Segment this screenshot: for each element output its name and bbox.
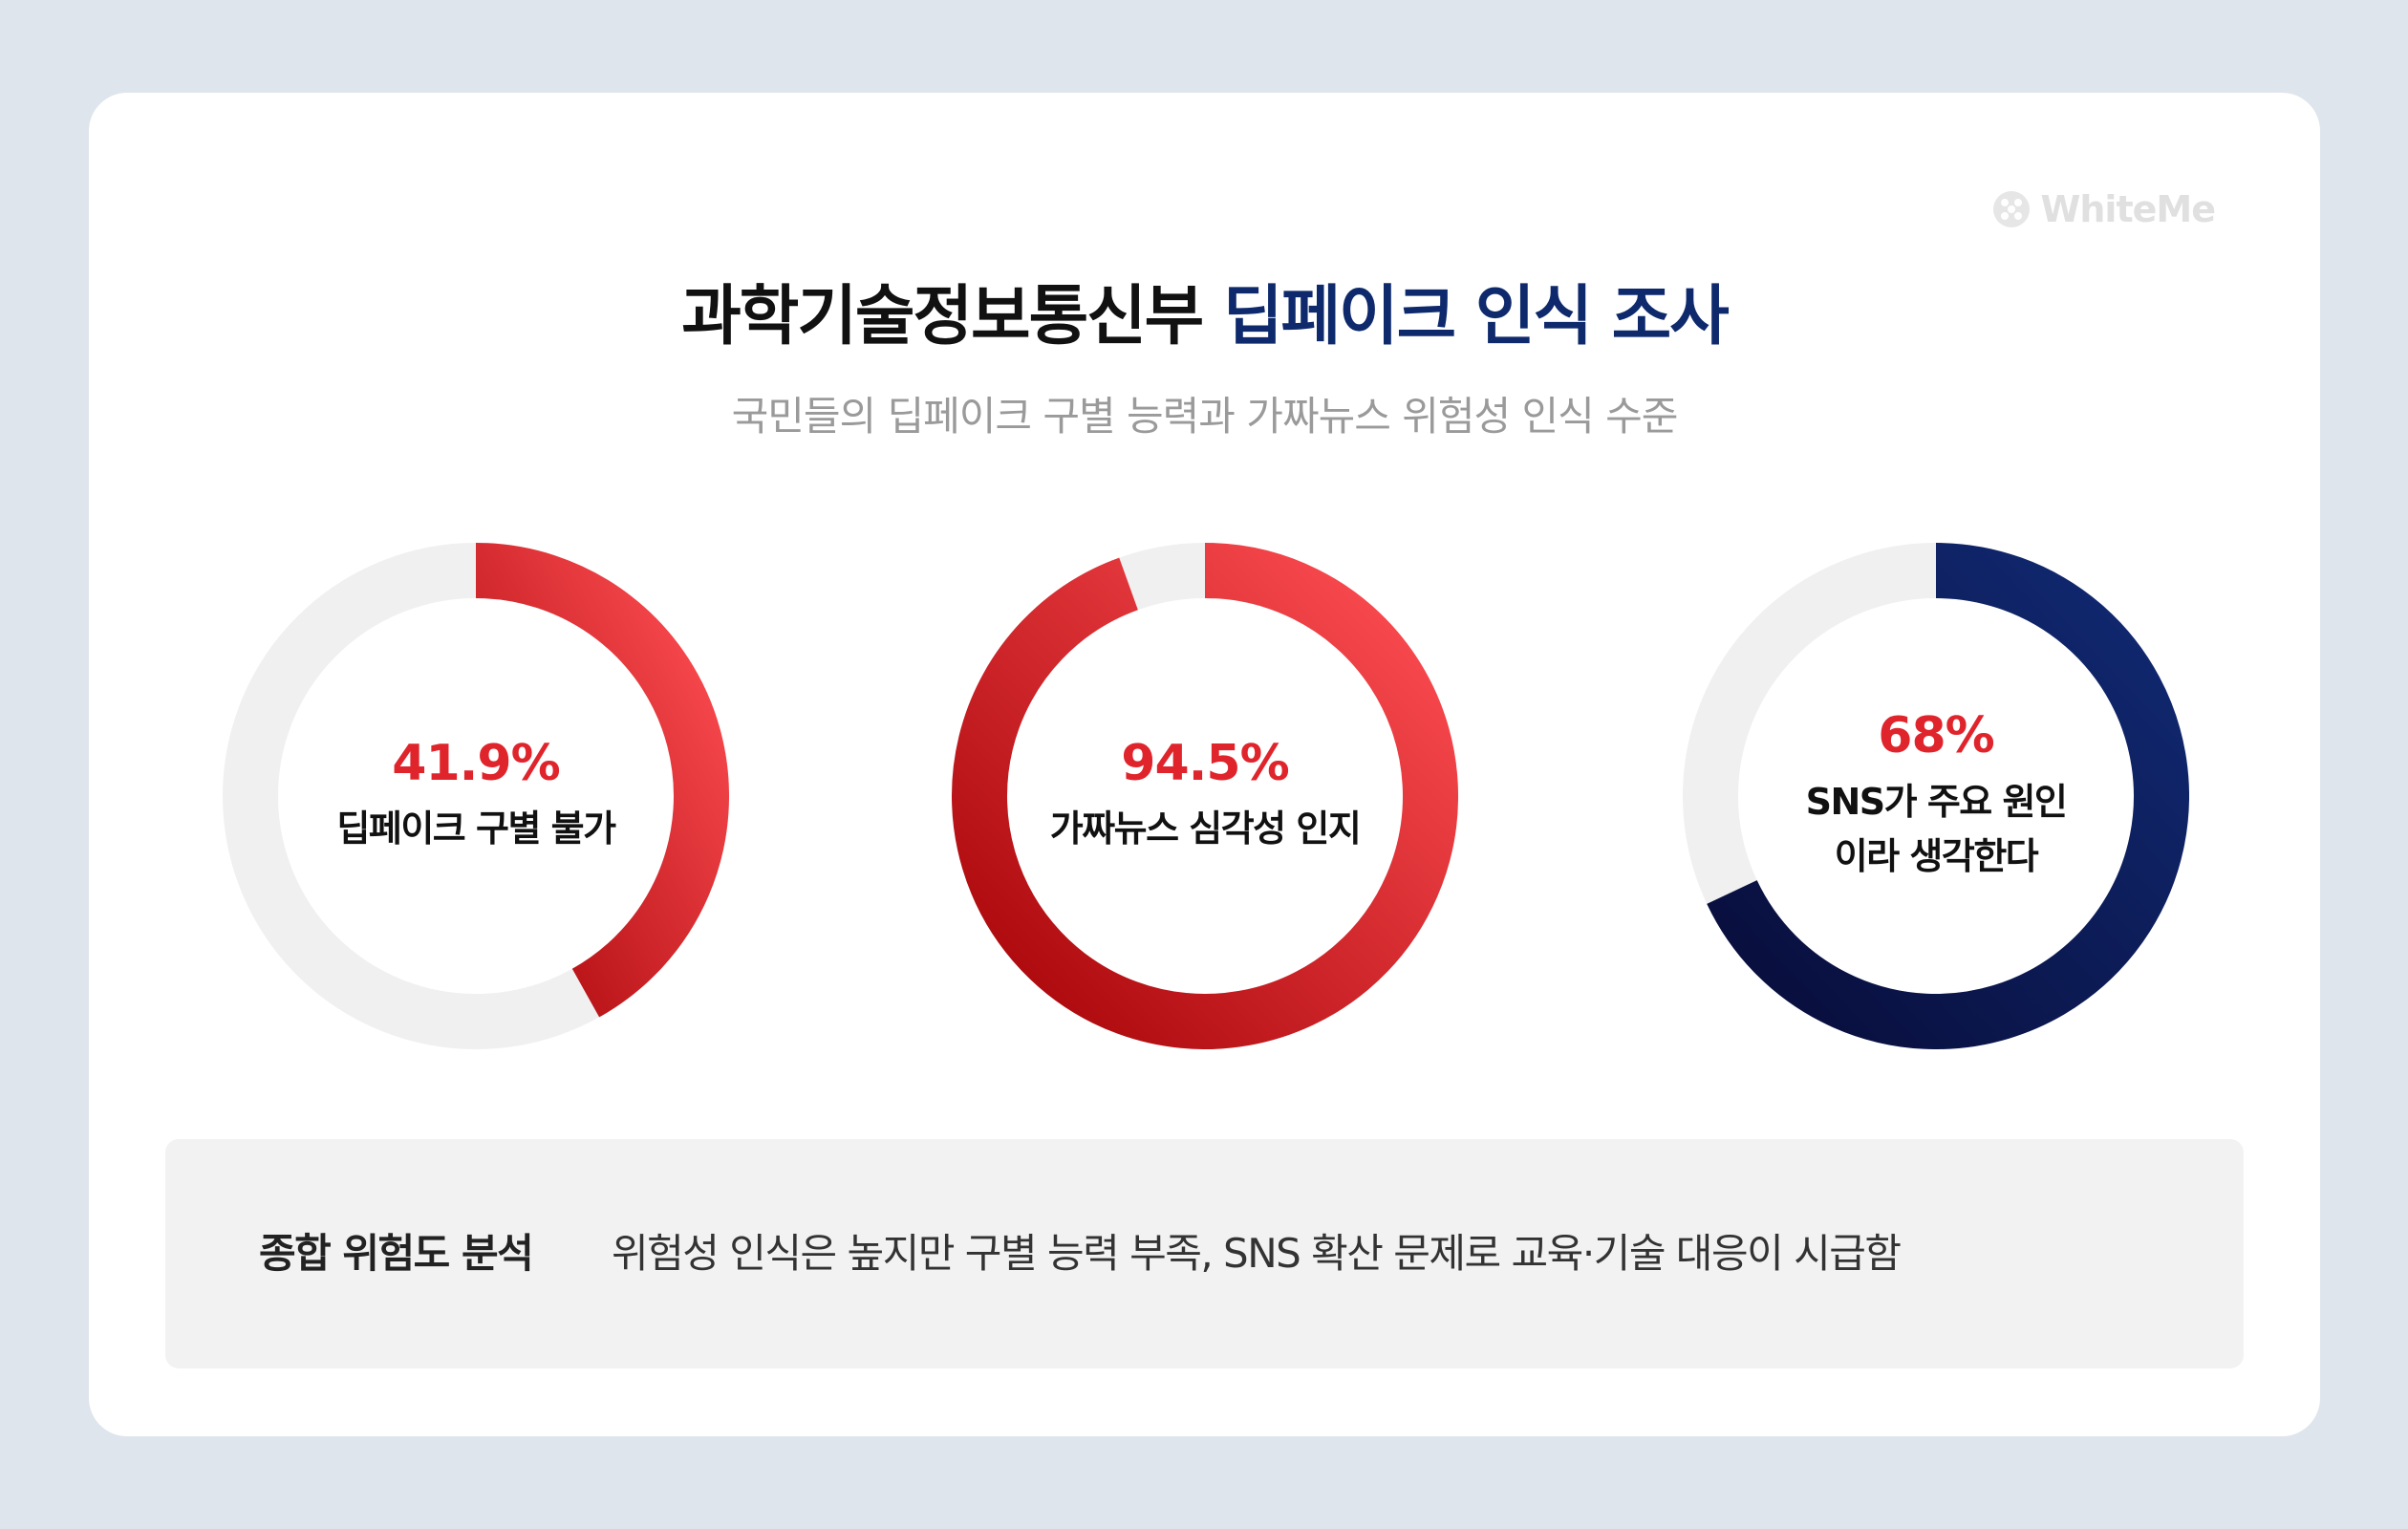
donut-center-text: 94.5% 가짜뉴스 심각성 인지	[952, 543, 1458, 1049]
donut-svg	[223, 543, 729, 1049]
watermark-text: WhiteMe	[2040, 188, 2216, 230]
page-title: 과학기술정보통신부 딥페이크 인식 조사	[89, 263, 2320, 357]
infographic-card: WhiteMe 과학기술정보통신부 딥페이크 인식 조사 국민들의 딥페이크 구…	[89, 93, 2320, 1436]
donut-category-label: 가짜뉴스 심각성 인지	[1049, 808, 1362, 851]
watermark: WhiteMe	[1992, 188, 2216, 230]
donut-category-label: 딥페이크 구별 불가	[336, 808, 616, 851]
donut-percent-label: 41.9%	[392, 734, 560, 792]
title-highlight: 딥페이크 인식 조사	[1222, 279, 1730, 355]
donut-percent-label: 68%	[1878, 707, 1994, 765]
donut-chart-deepfake-indistinguishable: 41.9% 딥페이크 구별 불가	[223, 543, 729, 1049]
donut-svg	[1683, 543, 2189, 1049]
donut-value-arc	[475, 543, 729, 1018]
summary-label: 종합 위험도 분석	[259, 1230, 534, 1277]
logo-dots-icon	[1992, 190, 2031, 228]
page-subtitle: 국민들의 딥페이크 구별 능력과 가짜뉴스 위험성 인식 수준	[731, 393, 1679, 440]
donut-chart-fakenews-awareness: 94.5% 가짜뉴스 심각성 인지	[952, 543, 1458, 1049]
donut-category-label: 이라 생각한다	[1834, 834, 2039, 877]
donut-value-arc	[952, 543, 1458, 1049]
donut-center-text: 41.9% 딥페이크 구별 불가	[223, 543, 729, 1049]
donut-percent-label: 94.5%	[1121, 734, 1289, 792]
donut-value-arc	[1707, 543, 2189, 1049]
donut-category-label: SNS가 주요 원인	[1805, 780, 2068, 823]
title-main: 과학기술정보통신부	[681, 279, 1204, 355]
donut-svg	[952, 543, 1458, 1049]
summary-box: 종합 위험도 분석 위험성 인식은 높지만 구별 능력 부족, SNS 확산 문…	[165, 1139, 2244, 1368]
summary-text: 위험성 인식은 높지만 구별 능력 부족, SNS 확산 문제로 교육·기술 대…	[612, 1230, 1902, 1277]
